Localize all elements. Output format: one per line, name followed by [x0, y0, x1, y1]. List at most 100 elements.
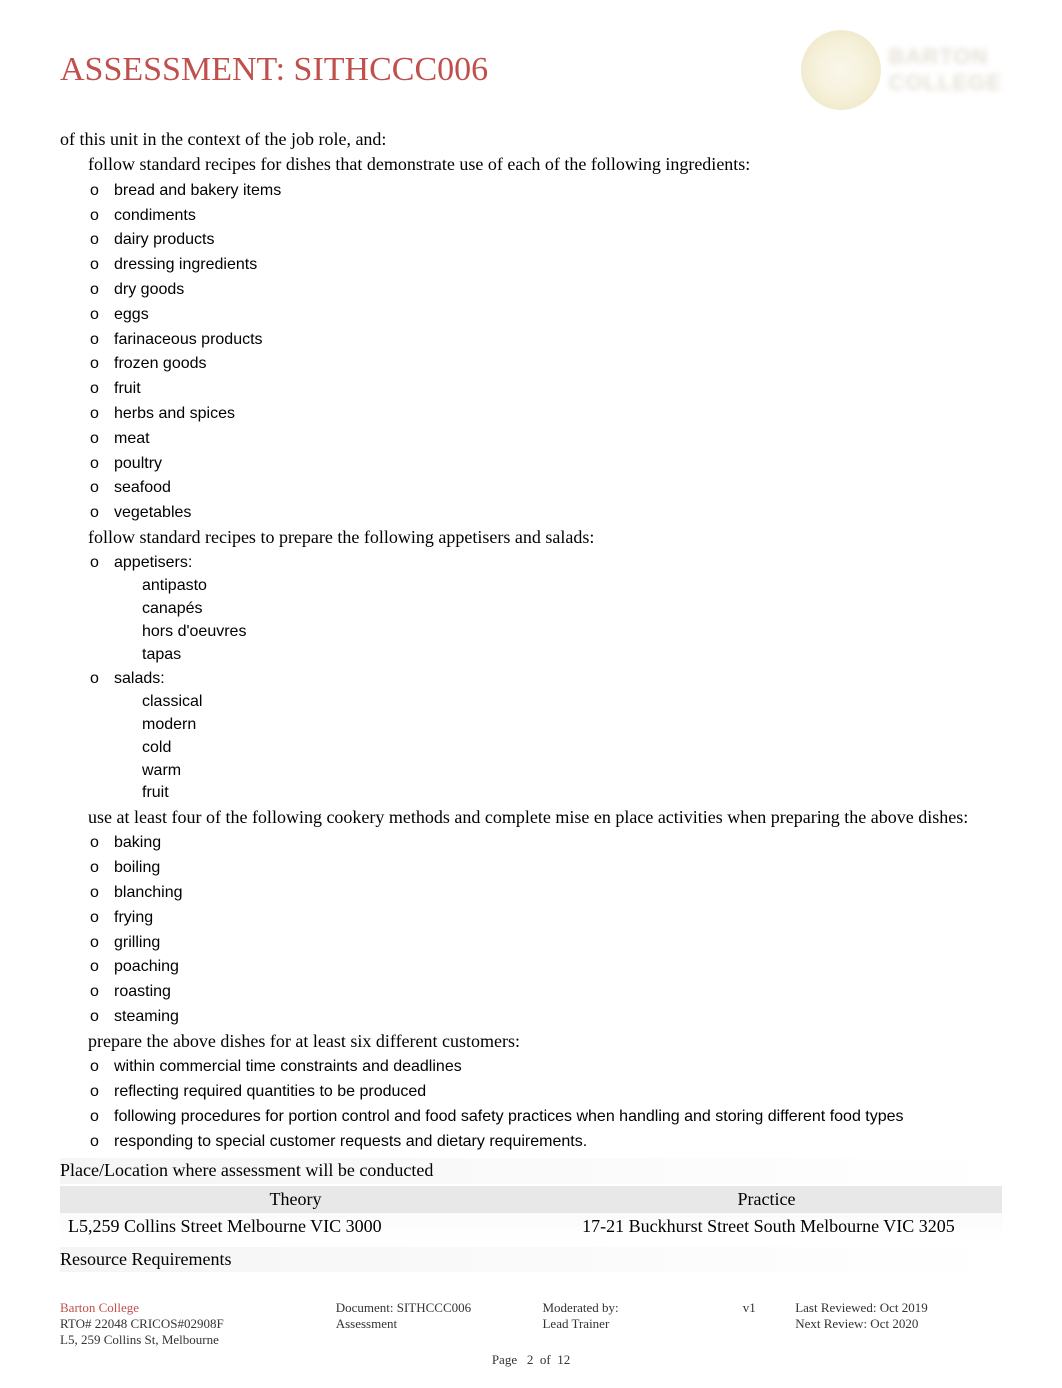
bullet-marker-icon — [118, 576, 142, 597]
page-total: 12 — [557, 1352, 570, 1367]
bullet-text: reflecting required quantities to be pro… — [114, 1082, 426, 1103]
bullet-marker-icon: o — [90, 404, 114, 425]
bullet-text: condiments — [114, 206, 196, 227]
page-footer: Barton College RTO# 22048 CRICOS#02908F … — [60, 1300, 1002, 1368]
bullet-text: warm — [142, 761, 181, 782]
bullet-marker-icon — [118, 715, 142, 736]
bullet-marker-icon: o — [90, 957, 114, 978]
bullet-level-2: osteaming — [90, 1007, 1002, 1028]
footer-document: Document: SITHCCC006 — [336, 1300, 543, 1316]
bullet-text: antipasto — [142, 576, 207, 597]
bullet-level-3: warm — [118, 761, 1002, 782]
bullet-text: poultry — [114, 454, 162, 475]
bullet-text: fruit — [114, 379, 141, 400]
bullet-level-2: oreflecting required quantities to be pr… — [90, 1082, 1002, 1103]
footer-moderated: Moderated by: — [542, 1300, 703, 1316]
footer-col-review: Last Reviewed: Oct 2019 Next Review: Oct… — [795, 1300, 1002, 1348]
bullet-level-1: prepare the above dishes for at least si… — [60, 1030, 1002, 1053]
bullet-level-2: ofarinaceous products — [90, 330, 1002, 351]
footer-row: Barton College RTO# 22048 CRICOS#02908F … — [60, 1300, 1002, 1348]
bullet-marker-icon — [118, 622, 142, 643]
bullet-text: frozen goods — [114, 354, 207, 375]
bullet-level-1: follow standard recipes for dishes that … — [60, 153, 1002, 176]
bullet-level-2: oresponding to special customer requests… — [90, 1132, 1002, 1153]
bullet-text: dry goods — [114, 280, 184, 301]
bullet-level-2: ofrozen goods — [90, 354, 1002, 375]
college-logo: BARTON COLLEGE — [801, 30, 1002, 110]
bullet-marker-icon: o — [90, 1107, 114, 1128]
bullet-level-2: oappetisers: — [90, 553, 1002, 574]
footer-brand: Barton College — [60, 1300, 336, 1316]
footer-address: L5, 259 Collins St, Melbourne — [60, 1332, 336, 1348]
bullet-text: salads: — [114, 669, 165, 690]
location-heading: Place/Location where assessment will be … — [60, 1158, 1002, 1183]
table-header-row: Theory Practice — [60, 1186, 1002, 1213]
bullet-level-2: opoultry — [90, 454, 1002, 475]
bullet-text: vegetables — [114, 503, 191, 524]
bullet-text: grilling — [114, 933, 160, 954]
bullet-text: farinaceous products — [114, 330, 263, 351]
bullet-marker-icon: o — [90, 883, 114, 904]
footer-next-review: Next Review: Oct 2020 — [795, 1316, 1002, 1332]
bullet-list: follow standard recipes for dishes that … — [60, 153, 1002, 1152]
bullet-level-2: odairy products — [90, 230, 1002, 251]
bullet-marker-icon — [118, 783, 142, 804]
bullet-marker-icon — [60, 1030, 88, 1053]
table-header-practice: Practice — [531, 1186, 1002, 1213]
bullet-level-1: use at least four of the following cooke… — [60, 806, 1002, 829]
bullet-marker-icon — [60, 153, 88, 176]
bullet-text: steaming — [114, 1007, 179, 1028]
footer-rto: RTO# 22048 CRICOS#02908F — [60, 1316, 336, 1332]
bullet-level-2: oroasting — [90, 982, 1002, 1003]
bullet-marker-icon: o — [90, 1007, 114, 1028]
bullet-text: responding to special customer requests … — [114, 1132, 587, 1153]
bullet-marker-icon: o — [90, 858, 114, 879]
bullet-level-3: cold — [118, 738, 1002, 759]
logo-line2: COLLEGE — [889, 70, 1002, 96]
resource-heading: Resource Requirements — [60, 1247, 1002, 1272]
footer-moderated-sub: Lead Trainer — [542, 1316, 703, 1332]
footer-reviewed: Last Reviewed: Oct 2019 — [795, 1300, 1002, 1316]
table-row: L5,259 Collins Street Melbourne VIC 3000… — [60, 1213, 1002, 1240]
bullet-text: frying — [114, 908, 153, 929]
bullet-level-3: antipasto — [118, 576, 1002, 597]
footer-col-version: v1 — [703, 1300, 795, 1348]
bullet-marker-icon: o — [90, 982, 114, 1003]
bullet-level-2: obaking — [90, 833, 1002, 854]
bullet-level-2: osalads: — [90, 669, 1002, 690]
bullet-text: eggs — [114, 305, 149, 326]
bullet-level-2: omeat — [90, 429, 1002, 450]
bullet-level-2: ofrying — [90, 908, 1002, 929]
bullet-level-2: ofruit — [90, 379, 1002, 400]
location-table: Theory Practice L5,259 Collins Street Me… — [60, 1186, 1002, 1241]
bullet-text: cold — [142, 738, 171, 759]
intro-text: of this unit in the context of the job r… — [60, 128, 1002, 151]
bullet-marker-icon: o — [90, 478, 114, 499]
table-cell-practice: 17-21 Buckhurst Street South Melbourne V… — [535, 1213, 1002, 1240]
page-current: 2 — [527, 1352, 534, 1367]
footer-col-moderated: Moderated by: Lead Trainer — [542, 1300, 703, 1348]
bullet-text: dressing ingredients — [114, 255, 257, 276]
document-body: of this unit in the context of the job r… — [60, 128, 1002, 1272]
bullet-text: following procedures for portion control… — [114, 1107, 904, 1128]
footer-col-doc: Document: SITHCCC006 Assessment — [336, 1300, 543, 1348]
bullet-text: bread and bakery items — [114, 181, 281, 202]
footer-version: v1 — [703, 1300, 795, 1316]
bullet-text: tapas — [142, 645, 181, 666]
bullet-marker-icon: o — [90, 454, 114, 475]
bullet-text: boiling — [114, 858, 160, 879]
logo-text: BARTON COLLEGE — [889, 44, 1002, 96]
bullet-text: follow standard recipes to prepare the f… — [88, 526, 1002, 549]
bullet-level-2: ofollowing procedures for portion contro… — [90, 1107, 1002, 1128]
bullet-level-3: hors d'oeuvres — [118, 622, 1002, 643]
bullet-marker-icon: o — [90, 1132, 114, 1153]
bullet-level-2: oboiling — [90, 858, 1002, 879]
page-label: Page — [492, 1352, 517, 1367]
bullet-marker-icon: o — [90, 933, 114, 954]
bullet-marker-icon: o — [90, 305, 114, 326]
bullet-text: baking — [114, 833, 161, 854]
bullet-marker-icon: o — [90, 354, 114, 375]
bullet-text: meat — [114, 429, 150, 450]
bullet-level-3: tapas — [118, 645, 1002, 666]
bullet-level-3: modern — [118, 715, 1002, 736]
